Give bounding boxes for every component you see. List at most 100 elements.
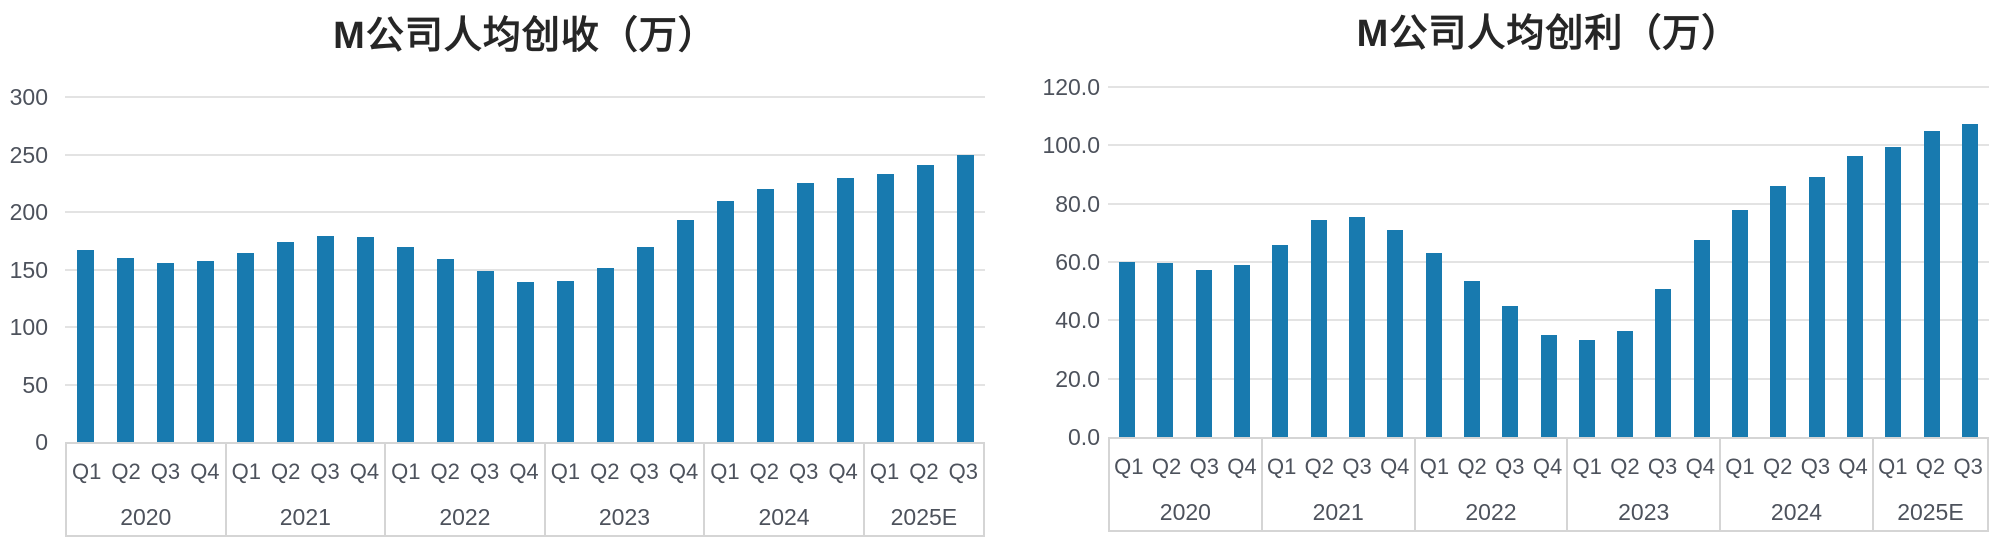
gridline xyxy=(1108,86,1989,88)
x-axis: Q1 Q2 Q3 Q4 2020 Q1 Q2 Q3 Q4 2021 Q1 Q2 Q3 Q4 2022 Q1 Q2… xyxy=(1108,437,1989,532)
x-axis-year-group: Q1 Q2 Q3 Q4 2023 xyxy=(543,444,704,535)
x-axis-quarter-label: Q2 xyxy=(1610,453,1640,479)
x-axis-quarter-label: Q2 xyxy=(909,458,939,484)
y-axis-tick-label: 0.0 xyxy=(1068,424,1100,450)
gridline xyxy=(1108,144,1989,147)
bar-2022-Q2 xyxy=(1463,281,1480,437)
x-axis-quarter-label: Q3 xyxy=(789,458,819,484)
y-axis-tick-label: 60.0 xyxy=(1055,249,1100,275)
x-axis-year-group: Q1 Q2 Q3 Q4 2020 xyxy=(1110,439,1261,530)
bar-2025E-Q1 xyxy=(1885,147,1902,437)
bar-2021-Q3 xyxy=(1348,217,1365,437)
bar-2024-Q4 xyxy=(1846,155,1863,437)
x-axis-year-group: Q1 Q2 Q3 Q4 2024 xyxy=(703,444,863,535)
chart-title: M公司人均创收（万） xyxy=(333,15,717,57)
x-axis-quarter-label: Q1 xyxy=(231,458,261,484)
x-axis-quarter-label: Q3 xyxy=(1953,453,1983,479)
x-axis-quarter-label: Q2 xyxy=(111,458,141,484)
x-axis: Q1 Q2 Q3 Q4 2020 Q1 Q2 Q3 Q4 2021 Q1 Q2 Q3 Q4 2022 Q1 Q2… xyxy=(65,442,985,537)
bar-2020-Q4 xyxy=(196,261,214,442)
x-axis-year-label: 2025E xyxy=(1897,498,1964,525)
y-axis-tick-label: 300 xyxy=(9,84,48,110)
bar-2022-Q1 xyxy=(396,246,414,442)
gridline xyxy=(65,211,985,213)
chart-title: M公司人均创利（万） xyxy=(1356,13,1741,55)
x-axis-quarter-row: Q1 Q2 Q3 xyxy=(1874,439,1987,494)
x-axis-quarter-label: Q3 xyxy=(1800,453,1831,479)
gridline xyxy=(65,383,985,386)
bar-2020-Q3 xyxy=(1195,269,1212,437)
bar-2024-Q3 xyxy=(796,183,814,442)
x-axis-quarter-label: Q1 xyxy=(550,458,581,484)
bar-2022-Q4 xyxy=(1540,334,1557,437)
per-capita-profit-chart: M公司人均创利（万） 0.0 20.0 40.0 60.0 80.0 100.0 120.0… xyxy=(1000,0,1995,557)
bar-2023-Q1 xyxy=(556,281,574,442)
x-axis-year-label: 2025E xyxy=(890,503,958,530)
x-axis-year-label: 2020 xyxy=(1159,498,1211,525)
x-axis-quarter-row: Q1 Q2 Q3 Q4 xyxy=(227,444,385,499)
bar-2024-Q1 xyxy=(1732,209,1749,437)
x-axis-quarter-label: Q3 xyxy=(948,458,978,484)
x-axis-year-label: 2024 xyxy=(1770,498,1823,525)
y-axis-tick-label: 50 xyxy=(22,371,48,398)
x-axis-year-group: Q1 Q2 Q3 Q4 2023 xyxy=(1566,439,1719,530)
y-axis-tick-label: 100 xyxy=(9,314,48,340)
x-axis-quarter-label: Q4 xyxy=(509,458,539,484)
x-axis-quarter-label: Q1 xyxy=(1725,453,1755,479)
gridline xyxy=(65,96,985,98)
y-axis-tick-label: 120.0 xyxy=(1042,74,1100,100)
x-axis-quarter-label: Q2 xyxy=(270,458,301,484)
x-axis-quarter-row: Q1 Q2 Q3 Q4 xyxy=(1416,439,1567,494)
x-axis-quarter-label: Q3 xyxy=(310,458,340,484)
x-axis-quarter-label: Q3 xyxy=(1647,453,1678,479)
x-axis-quarter-label: Q3 xyxy=(1495,453,1525,479)
x-axis-year-label: 2021 xyxy=(1312,498,1364,525)
bar-2022-Q3 xyxy=(1502,305,1519,437)
bar-2021-Q1 xyxy=(236,253,254,442)
x-axis-quarter-label: Q4 xyxy=(1227,453,1257,479)
bar-2024-Q1 xyxy=(716,200,734,442)
x-axis-year-label: 2024 xyxy=(758,503,810,530)
x-axis-quarter-label: Q3 xyxy=(469,458,500,484)
x-axis-quarter-label: Q3 xyxy=(1189,453,1219,479)
x-axis-quarter-row: Q1 Q2 Q3 Q4 xyxy=(705,444,863,499)
bar-2025E-Q3 xyxy=(956,154,974,442)
x-axis-quarter-row: Q1 Q2 Q3 xyxy=(865,444,983,499)
x-axis-quarter-label: Q4 xyxy=(349,458,380,484)
x-axis-year-label: 2023 xyxy=(1618,498,1670,525)
x-axis-quarter-label: Q1 xyxy=(72,458,102,484)
x-axis-quarter-label: Q2 xyxy=(1457,453,1487,479)
x-axis-quarter-row: Q1 Q2 Q3 Q4 xyxy=(1721,439,1872,494)
y-axis-tick-label: 250 xyxy=(9,141,48,168)
x-axis-quarter-row: Q1 Q2 Q3 Q4 xyxy=(386,444,544,499)
bar-2020-Q4 xyxy=(1234,264,1251,437)
y-axis-tick-label: 40.0 xyxy=(1055,307,1100,334)
x-axis-quarter-label: Q4 xyxy=(1380,453,1410,479)
bar-2021-Q2 xyxy=(276,241,294,442)
x-axis-year-group: Q1 Q2 Q3 Q4 2022 xyxy=(1413,439,1567,530)
bar-2022-Q3 xyxy=(476,270,494,442)
x-axis-quarter-label: Q2 xyxy=(1915,453,1946,479)
y-axis-tick-label: 100.0 xyxy=(1042,132,1100,159)
x-axis-year-group: Q1 Q2 Q3 Q4 2024 xyxy=(1719,439,1872,530)
x-axis-quarter-label: Q2 xyxy=(430,458,460,484)
bar-2022-Q2 xyxy=(436,259,454,442)
bar-2020-Q1 xyxy=(1119,262,1136,437)
bar-2025E-Q1 xyxy=(876,174,894,442)
gridline xyxy=(65,326,985,328)
bar-2022-Q1 xyxy=(1425,252,1442,437)
x-axis-quarter-label: Q1 xyxy=(1419,453,1450,479)
bar-2024-Q3 xyxy=(1808,176,1825,437)
bar-2021-Q3 xyxy=(316,236,334,442)
x-axis-quarter-label: Q4 xyxy=(1685,453,1715,479)
y-axis-tick-label: 80.0 xyxy=(1055,190,1100,217)
x-axis-quarter-label: Q3 xyxy=(1342,453,1372,479)
x-axis-quarter-label: Q1 xyxy=(1266,453,1297,479)
bar-2020-Q2 xyxy=(1157,263,1174,437)
bar-2022-Q4 xyxy=(516,282,534,442)
x-axis-quarter-label: Q4 xyxy=(828,458,858,484)
x-axis-quarter-label: Q2 xyxy=(1304,453,1335,479)
x-axis-year-group: Q1 Q2 Q3 2025E xyxy=(1871,439,1987,530)
bar-2021-Q4 xyxy=(1387,230,1404,437)
x-axis-quarter-row: Q1 Q2 Q3 Q4 xyxy=(1568,439,1719,494)
